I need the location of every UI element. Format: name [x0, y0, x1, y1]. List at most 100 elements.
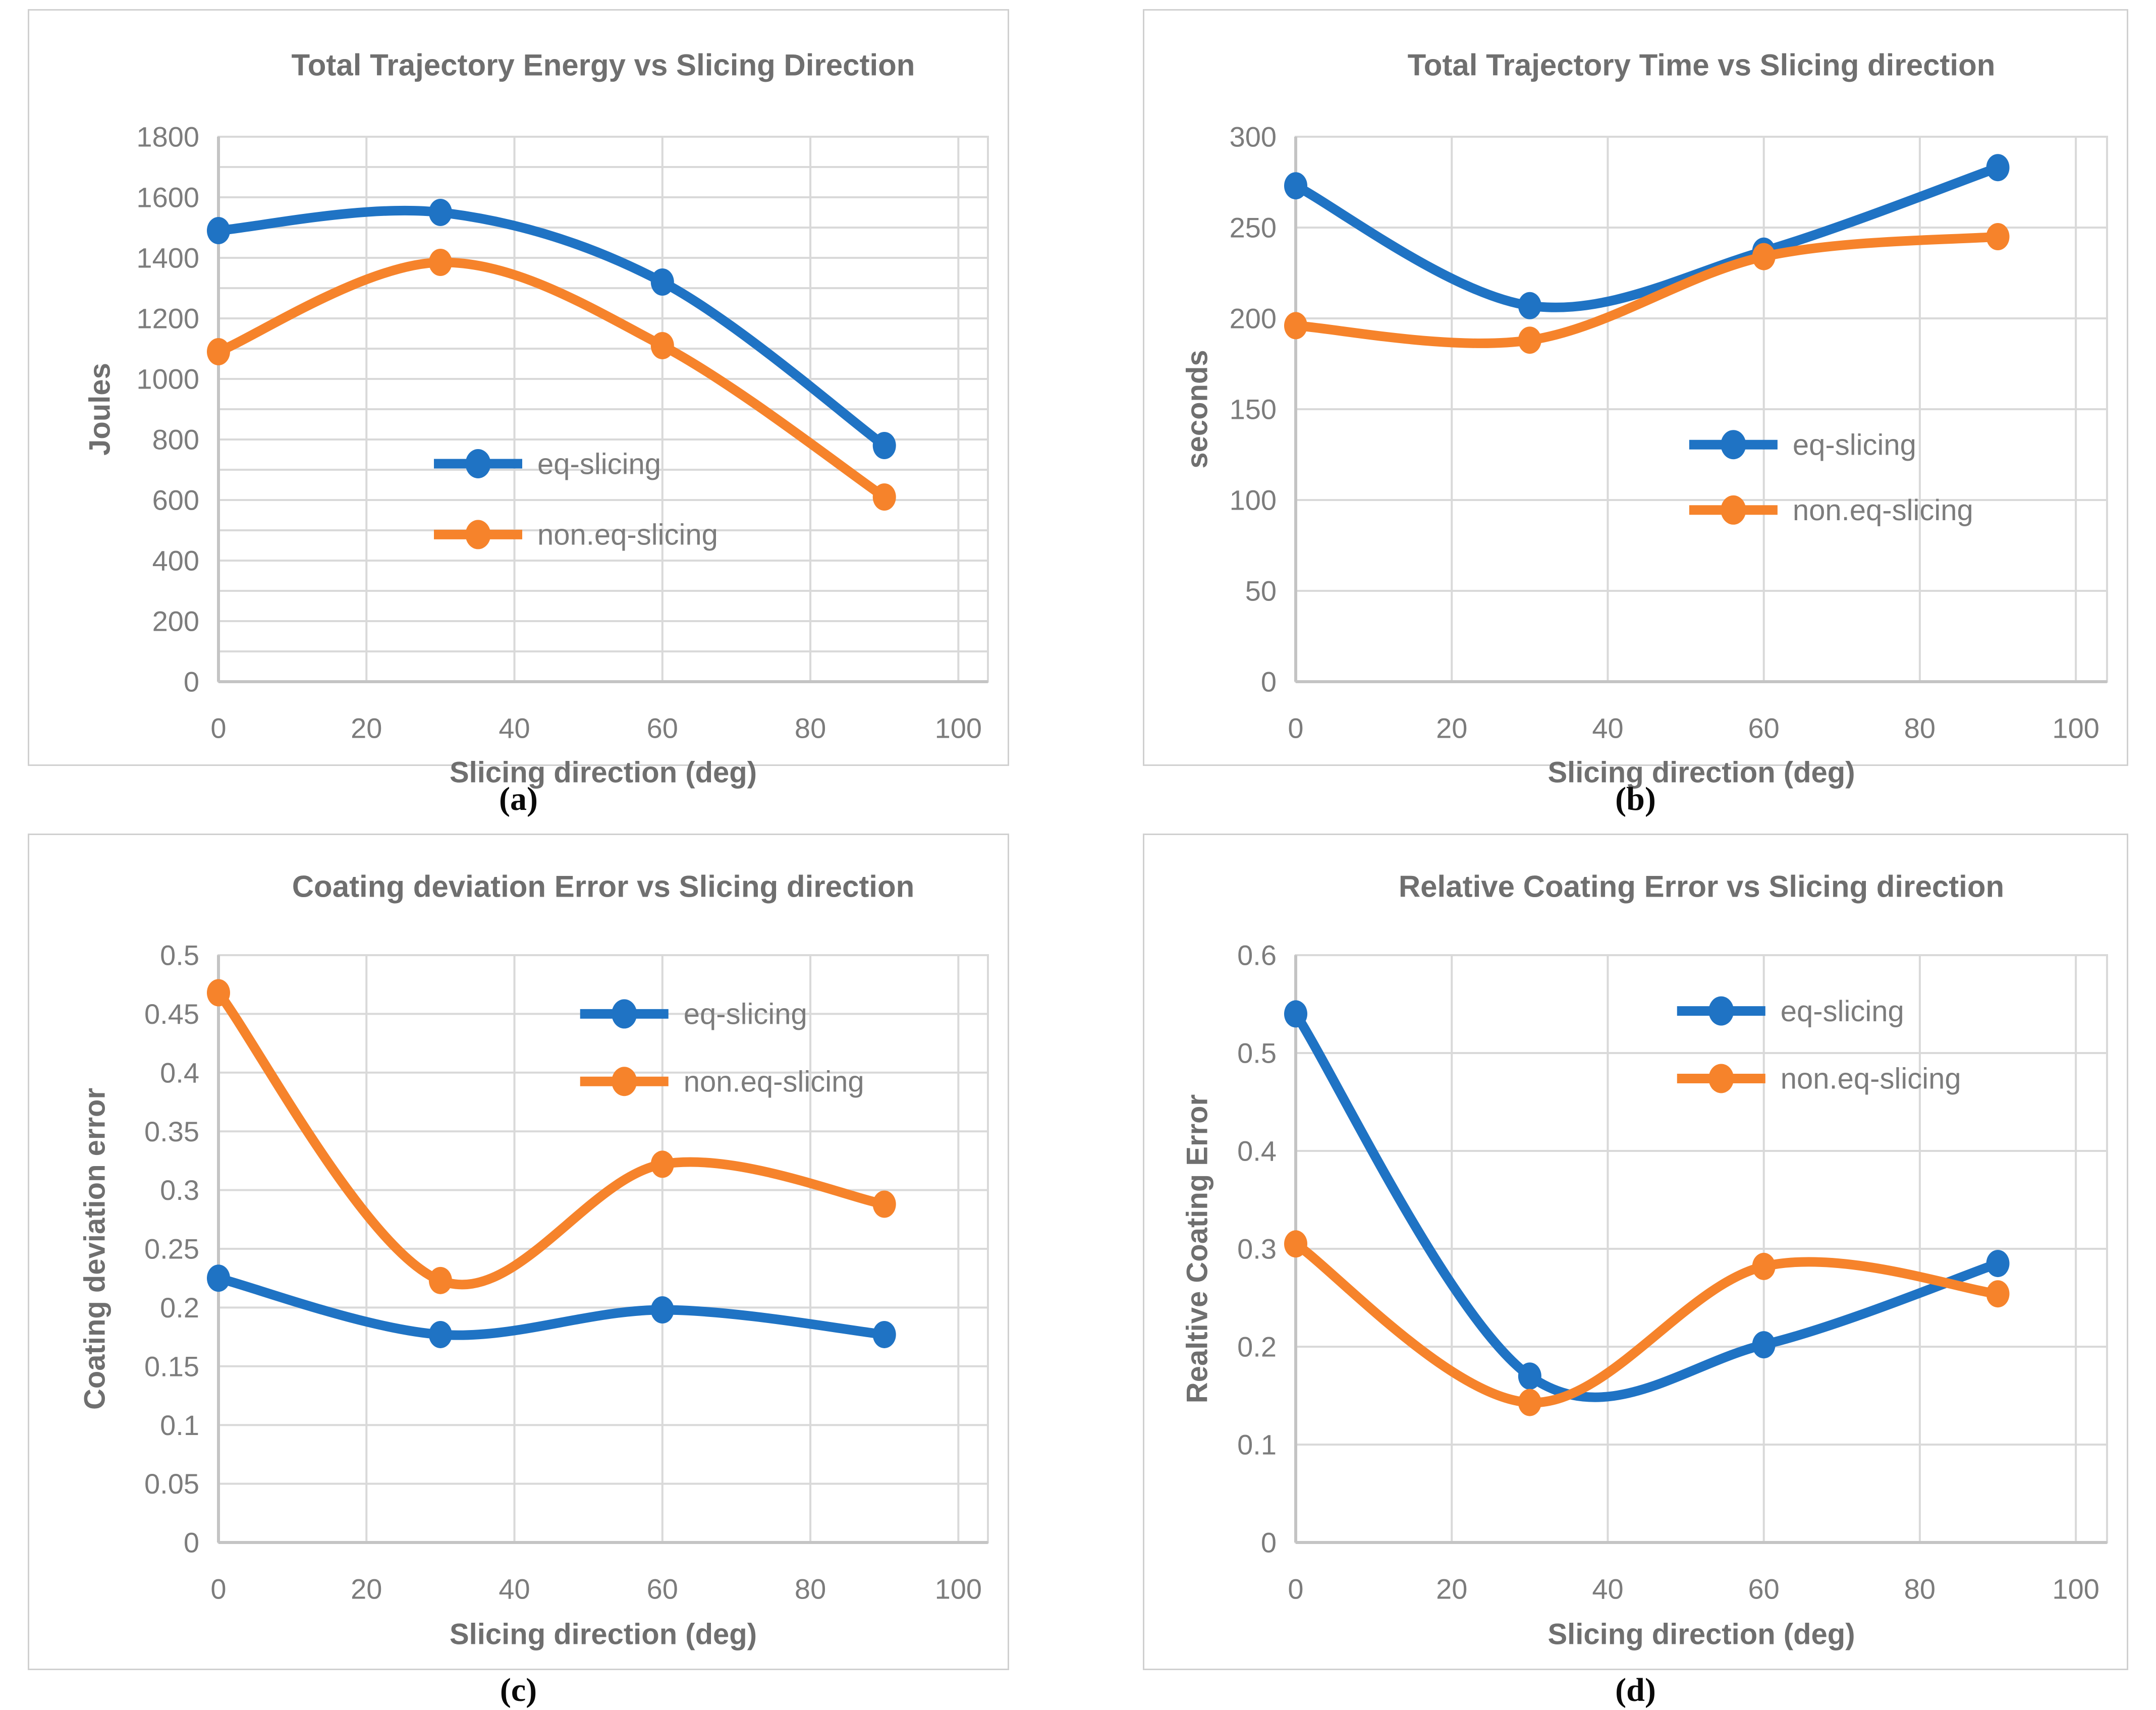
y-tick-label: 0.3 [1237, 1233, 1277, 1265]
y-tick-label: 1800 [136, 121, 199, 153]
data-point-marker [1518, 1389, 1541, 1416]
y-tick-label: 0.4 [160, 1057, 199, 1088]
data-point-marker [1518, 1362, 1541, 1390]
x-tick-label: 0 [210, 1573, 226, 1605]
x-tick-label: 80 [795, 712, 826, 744]
x-tick-label: 100 [935, 1573, 982, 1605]
data-point-marker [1752, 1252, 1776, 1280]
x-tick-label: 0 [1288, 1573, 1303, 1605]
x-tick-label: 60 [1748, 712, 1780, 744]
y-tick-label: 0.1 [1237, 1429, 1277, 1461]
chart-panel-deviation-error: Coating deviation Error vs Slicing direc… [28, 834, 1009, 1670]
data-point-marker [650, 268, 674, 296]
data-point-marker [1518, 326, 1541, 354]
caption-b: (b) [1615, 781, 1656, 817]
legend-label: non.eq-slicing [684, 1066, 864, 1098]
y-tick-label: 600 [152, 484, 199, 516]
chart-panel-time: Total Trajectory Time vs Slicing directi… [1143, 9, 2128, 789]
data-point-marker [207, 338, 230, 365]
x-tick-label: 80 [1904, 1573, 1936, 1605]
series-line-non.eq-slicing [213, 987, 890, 1290]
plot-area: 0 200 400 600 800 1000 1200 1400 1600 1800 0 20 40 60… [29, 11, 1008, 764]
series-line-eq-slicing [1291, 162, 2003, 312]
y-tick-label: 0 [184, 666, 199, 698]
y-tick-label: 0.4 [1237, 1135, 1277, 1167]
y-tick-label: 100 [1230, 484, 1277, 516]
data-point-marker [650, 1150, 674, 1178]
plot-area: 0 50 100 150 200 250 300 0 20 40 60 80 100 eq-slicing… [1144, 11, 2127, 764]
legend-label: non.eq-slicing [537, 519, 718, 551]
data-point-marker [1752, 243, 1776, 270]
data-point-marker [1284, 312, 1307, 340]
x-tick-label: 100 [2052, 712, 2099, 744]
legend-label: eq-slicing [1793, 429, 1916, 462]
data-point-marker [207, 217, 230, 244]
x-tick-label: 60 [1748, 1573, 1780, 1605]
x-tick-label: 60 [647, 1573, 678, 1605]
y-tick-label: 0 [1261, 1527, 1277, 1559]
y-tick-label: 0.5 [160, 940, 199, 971]
data-point-marker [872, 432, 896, 459]
series-line-eq-slicing [1291, 1009, 2003, 1402]
chart-panel-energy: Total Trajectory Energy vs Slicing Direc… [28, 9, 1009, 789]
data-point-marker [650, 1296, 674, 1324]
x-axis-title: Slicing direction (deg) [449, 1618, 757, 1651]
chart-title: Total Trajectory Time vs Slicing directi… [1407, 48, 1996, 82]
y-tick-label: 300 [1230, 121, 1277, 153]
y-tick-label: 50 [1245, 575, 1277, 607]
y-tick-label: 0.2 [1237, 1331, 1277, 1363]
y-tick-label: 400 [152, 545, 199, 577]
data-point-marker [1986, 223, 2010, 250]
x-axis-title: Slicing direction (deg) [1547, 1618, 1855, 1651]
data-point-marker [872, 483, 896, 511]
y-tick-label: 200 [152, 605, 199, 637]
x-axis-title: Slicing direction (deg) [1547, 756, 1855, 789]
x-tick-label: 100 [2052, 1573, 2099, 1605]
x-tick-label: 80 [1904, 712, 1936, 744]
x-axis-title: Slicing direction (deg) [449, 756, 757, 789]
legend-label: non.eq-slicing [1781, 1063, 1961, 1095]
chart-panel-relative-error: Relative Coating Error vs Slicing direct… [1143, 834, 2128, 1670]
caption-d: (d) [1615, 1672, 1656, 1708]
y-tick-label: 0.6 [1237, 940, 1277, 971]
series-line-eq-slicing [213, 205, 890, 451]
y-tick-label: 0.05 [144, 1468, 199, 1500]
y-tick-label: 250 [1230, 212, 1277, 244]
legend-label: eq-slicing [684, 998, 807, 1031]
x-tick-label: 0 [1288, 712, 1303, 744]
data-point-marker [872, 1190, 896, 1218]
legend-label: eq-slicing [537, 448, 661, 480]
legend-label: eq-slicing [1781, 995, 1904, 1028]
data-point-marker [1284, 1000, 1307, 1028]
x-tick-label: 100 [935, 712, 982, 744]
plot-area: 0 0.05 0.1 0.15 0.2 0.25 0.3 0.35 0.4 0.45 0.5 0 20 4… [29, 835, 1008, 1669]
caption-a: (a) [499, 781, 538, 817]
y-tick-label: 1600 [136, 182, 199, 213]
y-tick-label: 1400 [136, 242, 199, 274]
chart-title: Relative Coating Error vs Slicing direct… [1398, 869, 2005, 904]
x-tick-label: 20 [351, 1573, 382, 1605]
data-point-marker [1518, 292, 1541, 319]
y-tick-label: 0.2 [160, 1292, 199, 1323]
y-tick-label: 1000 [136, 363, 199, 395]
x-tick-label: 40 [499, 712, 530, 744]
y-tick-label: 0.3 [160, 1174, 199, 1206]
data-point-marker [1986, 1250, 2010, 1278]
y-tick-label: 150 [1230, 394, 1277, 425]
y-tick-label: 1200 [136, 303, 199, 335]
data-point-marker [428, 1320, 452, 1348]
x-tick-label: 60 [647, 712, 678, 744]
x-tick-label: 20 [351, 712, 382, 744]
data-point-marker [1284, 172, 1307, 200]
plot-area: 0 0.1 0.2 0.3 0.4 0.5 0.6 0 20 40 60 80 100 eq-slicin… [1144, 835, 2127, 1669]
data-point-marker [1284, 1230, 1307, 1258]
data-point-marker [428, 199, 452, 226]
data-point-marker [1752, 1331, 1776, 1359]
y-tick-label: 0.25 [144, 1233, 199, 1265]
y-tick-label: 0 [1261, 666, 1277, 698]
series-line-non.eq-slicing [1291, 232, 2003, 348]
data-point-marker [207, 1264, 230, 1292]
x-tick-label: 20 [1436, 1573, 1467, 1605]
series-line-non.eq-slicing [1291, 1239, 2003, 1408]
